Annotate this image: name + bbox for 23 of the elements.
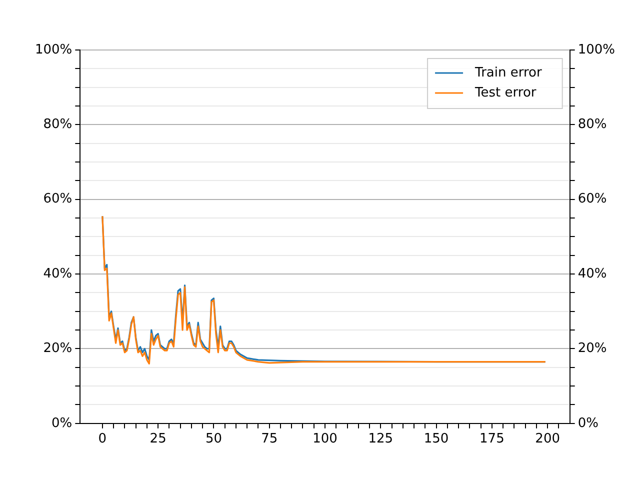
legend-label: Test error: [474, 85, 537, 100]
x-tick-label: 100: [312, 432, 338, 447]
x-tick-label: 200: [535, 432, 560, 447]
legend-label: Train error: [474, 65, 542, 80]
x-tick-label: 75: [261, 432, 278, 447]
y-tick-label: 0%: [52, 416, 72, 431]
x-tick-label: 175: [480, 432, 504, 447]
y-tick-label: 40%: [43, 266, 72, 282]
x-tick-label: 150: [424, 432, 449, 447]
y-tick-label: 20%: [43, 341, 72, 356]
y2-tick-label: 60%: [578, 192, 607, 207]
y2-tick-label: 40%: [578, 266, 607, 282]
y-tick-label: 100%: [34, 42, 72, 58]
y2-tick-label: 80%: [578, 117, 607, 132]
y-tick-label: 80%: [43, 117, 72, 132]
x-tick-label: 25: [150, 432, 166, 447]
x-tick-label: 125: [368, 432, 394, 447]
y2-tick-label: 100%: [578, 42, 616, 58]
y2-tick-label: 0%: [578, 416, 598, 431]
y2-tick-label: 20%: [578, 341, 607, 356]
x-tick-label: 0: [98, 432, 107, 447]
x-tick-label: 50: [205, 432, 222, 447]
y-tick-label: 60%: [43, 192, 72, 207]
